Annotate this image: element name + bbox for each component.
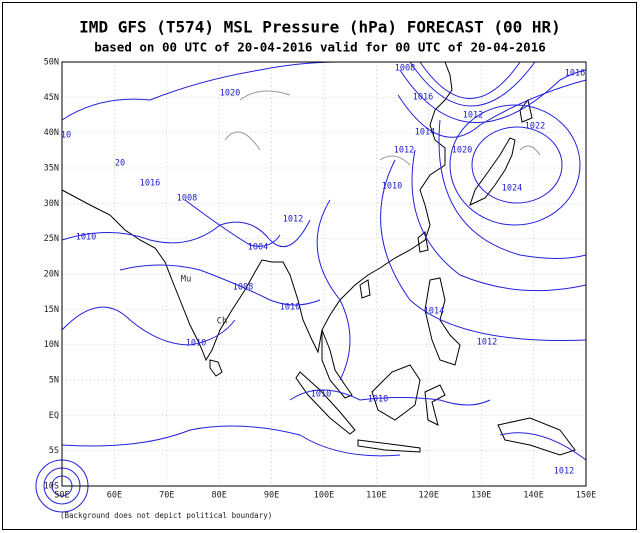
isobar	[399, 69, 587, 124]
lon-label: 130E	[471, 491, 491, 501]
place-label: Mu	[181, 275, 192, 285]
isobar-label: 1010	[311, 390, 331, 400]
place-label: Ch	[217, 317, 228, 327]
isobar	[397, 79, 587, 138]
isobar-label: 1010	[382, 182, 402, 192]
isobar-label: 1012	[283, 215, 303, 225]
isobar-label: 1012	[394, 146, 414, 156]
java	[357, 439, 421, 453]
lat-label: 20N	[44, 270, 59, 280]
lon-label: 90E	[264, 491, 279, 501]
isobar	[316, 199, 351, 381]
isobars	[35, 61, 587, 513]
sumatra	[295, 371, 356, 435]
lat-label: 15N	[44, 305, 59, 315]
lon-label: 140E	[523, 491, 543, 501]
isobar-label: 1008	[233, 283, 253, 293]
isobar-label: 1020	[220, 89, 240, 99]
lon-label: 50E	[54, 491, 69, 501]
isobar-label: 1010	[280, 303, 300, 313]
lat-label: 40N	[44, 128, 59, 138]
new-guinea	[497, 417, 576, 456]
hainan	[359, 279, 371, 299]
subtitle: based on 00 UTC of 20-04-2016 valid for …	[94, 40, 546, 55]
isobar-label: 1012	[463, 111, 483, 121]
terrain-contour	[224, 90, 541, 166]
isobar-label: 20	[115, 159, 125, 169]
isobar	[61, 306, 236, 346]
lon-label: 80E	[212, 491, 227, 501]
isobar-label: 1022	[525, 122, 545, 132]
taiwan	[417, 231, 429, 253]
mainland-coast	[61, 61, 453, 362]
footnote: (Background does not depict political bo…	[60, 511, 272, 520]
lat-label: 35N	[44, 164, 59, 174]
isobar-label: 1020	[452, 146, 472, 156]
borneo	[371, 364, 421, 421]
isobar-label: 1012	[554, 467, 574, 477]
coastlines	[61, 61, 576, 456]
lon-label: 120E	[419, 491, 439, 501]
lat-label: 50N	[44, 58, 59, 68]
isobar	[499, 432, 587, 461]
lon-label: 70E	[159, 491, 174, 501]
title: IMD GFS (T574) MSL Pressure (hPa) FORECA…	[79, 18, 561, 37]
isobar-label: 1010	[76, 233, 96, 243]
isobar-label: 1004	[248, 243, 268, 253]
isobar	[449, 104, 581, 226]
sulawesi	[424, 384, 446, 426]
isobar-label: 1016	[413, 93, 433, 103]
isobar	[409, 61, 536, 107]
isobar-label: 1010	[186, 339, 206, 349]
lat-label: EQ	[49, 411, 59, 421]
lon-label: 60E	[107, 491, 122, 501]
malay-peninsula	[321, 329, 353, 399]
lon-label: 100E	[314, 491, 334, 501]
isobar	[289, 389, 491, 406]
isobar-label: 1008	[395, 64, 415, 74]
isobar-label: 1014	[415, 128, 435, 138]
isobar-label: 1008	[177, 194, 197, 204]
isobar	[61, 425, 401, 457]
lat-label: 10S	[44, 482, 59, 492]
lat-label: 45N	[44, 93, 59, 103]
lon-label: 150E	[576, 491, 596, 501]
sri-lanka	[209, 359, 223, 377]
lon-label: 110E	[366, 491, 386, 501]
isobar	[411, 149, 587, 292]
isobar	[471, 126, 563, 204]
isobar-label: 1024	[502, 184, 522, 194]
isobar-label: 10	[61, 131, 71, 141]
isobar-label: 1010	[368, 395, 388, 405]
lat-label: 5N	[49, 376, 59, 386]
hokkaido	[519, 98, 533, 123]
lat-label: 30N	[44, 199, 59, 209]
isobar	[380, 159, 587, 341]
isobar-label: 1016	[140, 179, 160, 189]
isobar-label: 1016	[565, 69, 585, 79]
isobar	[61, 61, 341, 121]
isobar	[184, 199, 281, 247]
isobar	[119, 264, 321, 306]
isobar-label: 1012	[477, 338, 497, 348]
plot-border	[61, 61, 587, 487]
philippines	[424, 277, 461, 366]
lat-label: 25N	[44, 234, 59, 244]
isobar-label: 1014	[424, 307, 444, 317]
isobar	[438, 119, 587, 259]
lat-label: 5S	[49, 446, 59, 456]
isobar	[61, 219, 311, 248]
isobar	[419, 61, 521, 99]
lat-label: 10N	[44, 340, 59, 350]
japan	[469, 137, 516, 206]
